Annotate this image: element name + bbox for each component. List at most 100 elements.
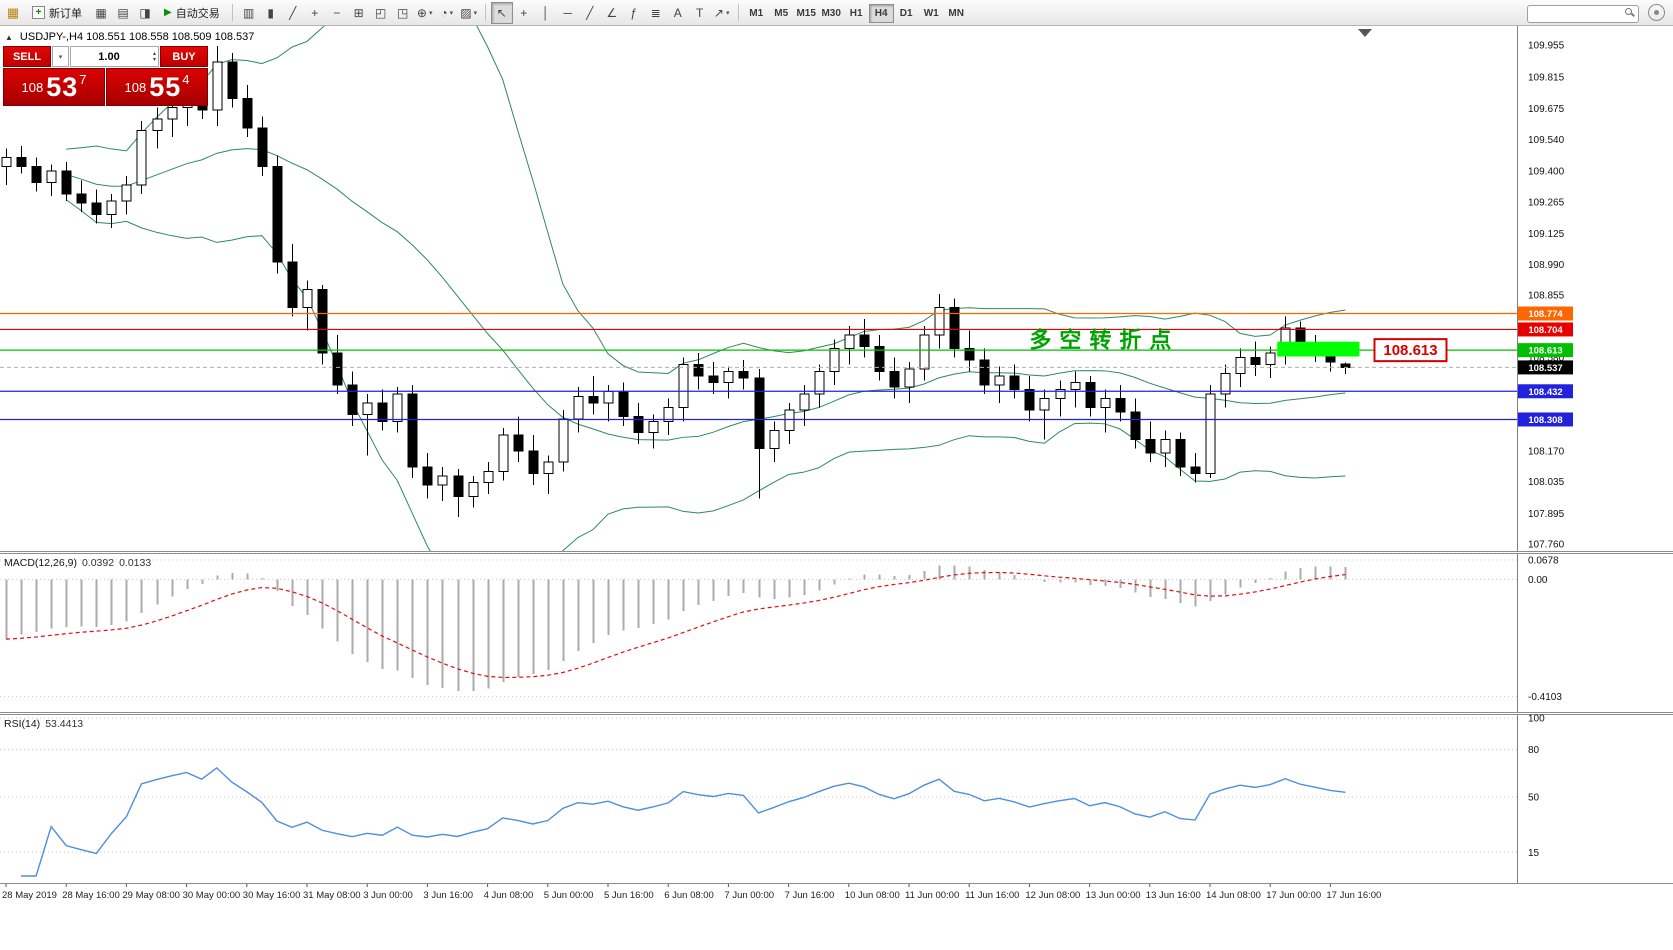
fibonacci-button[interactable]: ƒ [623, 2, 645, 24]
timeframe-d1-button[interactable]: D1 [899, 7, 913, 19]
sell-price-prefix: 108 [21, 79, 44, 95]
timeframe-w1-button[interactable]: W1 [923, 7, 939, 19]
candlesticks [1, 46, 1351, 517]
cycle-lines-button[interactable]: ≣ [645, 2, 667, 24]
price-tag-text: 108.432 [1528, 387, 1562, 398]
cascade-windows-icon: ◳ [397, 5, 409, 20]
toolbar-separator [231, 4, 233, 21]
buy-button[interactable]: BUY [160, 46, 208, 67]
candlesticks-button[interactable]: ▮ [260, 2, 282, 24]
price-callout-box[interactable] [1373, 338, 1448, 363]
time-axis-label: 13 Jun 00:00 [1086, 890, 1141, 901]
turning-point-annotation[interactable]: 多空转折点 [1029, 327, 1179, 352]
crosshair-button[interactable]: + [513, 2, 535, 24]
periods-dropdown-icon[interactable]: ▾ [449, 9, 454, 17]
timeframe-h4-button[interactable]: H4 [868, 3, 894, 23]
zoom-in-button[interactable]: + [304, 2, 326, 24]
volume-up-icon[interactable]: ▴ [152, 50, 156, 57]
symbol-header: ▲ USDJPY-,H4 108.551 108.558 108.509 108… [5, 31, 254, 43]
indicators-dropdown-icon[interactable]: ▾ [428, 9, 433, 17]
one-click-toggle-icon[interactable]: ▲ [5, 32, 13, 42]
time-axis-label: 7 Jun 00:00 [724, 890, 774, 901]
vertical-line-button[interactable]: │ [535, 2, 557, 24]
timeframe-m1-button[interactable]: M1 [749, 7, 764, 19]
timeframe-mn-button[interactable]: MN [948, 7, 964, 19]
arrange-windows-button[interactable]: ◰ [370, 2, 392, 24]
price-axis-label: 109.125 [1528, 229, 1565, 240]
periods-button[interactable]: ◔ ▾ [436, 2, 458, 24]
price-callout-text: 108.613 [1383, 342, 1437, 359]
time-axis-label: 28 May 16:00 [62, 890, 120, 901]
new-order-button[interactable]: + 新订单 [25, 2, 89, 24]
volume-down-icon[interactable]: ▾ [152, 56, 156, 63]
horizontal-line-button[interactable]: ─ [557, 2, 579, 24]
rsi-axis-label: 15 [1528, 848, 1540, 859]
timeframes-toolbar-group: M1 M5 M15 M30 H1 H4 D1 W1 MN [744, 3, 969, 23]
time-axis-label: 28 May 2019 [2, 890, 57, 901]
macd-name: MACD(12,26,9) [4, 557, 77, 569]
cursor-button[interactable]: ↖ [490, 1, 513, 24]
tile-windows-button[interactable]: ⊞ [348, 2, 370, 24]
market-watch-button[interactable]: ◨ [134, 2, 156, 24]
chart-shift-marker[interactable] [1358, 29, 1372, 37]
templates-dropdown-icon[interactable]: ▾ [473, 9, 478, 17]
order-type-dropdown[interactable]: ▾ [52, 46, 69, 67]
autotrading-icon: ▶ [164, 7, 172, 18]
time-axis-label: 11 Jun 16:00 [965, 890, 1019, 901]
new-chart-button[interactable]: ▦ [90, 2, 112, 24]
price-tag [1518, 322, 1573, 337]
community-icon[interactable] [1648, 4, 1665, 21]
zoom-out-button[interactable]: − [326, 2, 348, 24]
tile-windows-icon: ⊞ [353, 5, 364, 20]
buy-price-button[interactable]: 108 55 4 [106, 68, 208, 106]
timeframe-m15-button[interactable]: M15 [796, 7, 816, 19]
rsi-pane[interactable]: 100 80 50 15 [0, 714, 1673, 884]
app-icon: ▦ [6, 4, 20, 20]
line-chart-button[interactable]: ╱ [282, 2, 304, 24]
bollinger-middle-band [66, 148, 1346, 441]
highlight-zone[interactable] [1277, 341, 1360, 357]
equidistant-channel-button[interactable]: ∠ [601, 2, 623, 24]
macd-pane[interactable]: 0.0678 0.00 -0.4103 [0, 553, 1673, 713]
fibonacci-icon: ƒ [630, 5, 638, 20]
rsi-line [21, 766, 1346, 877]
buy-price-big: 55 [149, 71, 182, 102]
toolbar: ▦ + 新订单 ▦ ▤ ◨ ▶ 自动交易 ▥ ▮ ╱ + − ⊞ ◰ ◳ ⊕ ▾ ◔ ▾ ▨ ▾ ↖ + │ ─ ╱ ∠… [0, 0, 1673, 26]
time-axis-label: 4 Jun 08:00 [484, 890, 534, 901]
zoom-out-icon: − [333, 5, 341, 20]
indicators-button[interactable]: ⊕ ▾ [414, 2, 436, 24]
cascade-windows-button[interactable]: ◳ [392, 2, 414, 24]
text-label-button[interactable]: T [689, 2, 711, 24]
buy-price-sup: 4 [182, 71, 190, 87]
bar-chart-button[interactable]: ▥ [238, 2, 260, 24]
price-chart[interactable]: 多空转折点 108.613 109.955 109.815 109.675 109.540… [0, 26, 1673, 552]
crosshair-icon: + [520, 5, 528, 20]
price-tag-text: 108.774 [1528, 309, 1563, 320]
symbol-ohlc-label: USDJPY-,H4 108.551 108.558 108.509 108.5… [19, 31, 255, 43]
cursor-icon: ↖ [496, 5, 507, 20]
volume-input[interactable] [71, 47, 158, 66]
time-axis-label: 7 Jun 16:00 [785, 890, 835, 901]
macd-signal-value: 0.0133 [119, 557, 152, 569]
price-axis-label: 107.895 [1528, 509, 1565, 520]
profiles-button[interactable]: ▤ [112, 2, 134, 24]
price-axis-label: 109.265 [1528, 197, 1565, 208]
arrows-dropdown-icon[interactable]: ▾ [725, 9, 730, 17]
text-button[interactable]: A [667, 2, 689, 24]
autotrading-label: 自动交易 [175, 7, 220, 20]
time-axis-label: 30 May 00:00 [183, 890, 241, 901]
sell-price-button[interactable]: 108 53 7 [3, 68, 105, 106]
zoom-in-icon: + [311, 5, 319, 20]
search-input[interactable] [1527, 5, 1639, 23]
timeframe-m30-button[interactable]: M30 [821, 7, 841, 19]
timeframe-m5-button[interactable]: M5 [774, 7, 789, 19]
timeframe-h1-button[interactable]: H1 [849, 7, 863, 19]
arrows-button[interactable]: ↗ ▾ [711, 2, 733, 24]
sell-button[interactable]: SELL [3, 46, 51, 67]
price-axis-label: 108.990 [1528, 260, 1565, 271]
buy-price-prefix: 108 [124, 79, 147, 95]
templates-icon: ▨ [460, 5, 472, 20]
trendline-button[interactable]: ╱ [579, 2, 601, 24]
autotrading-button[interactable]: ▶ 自动交易 [157, 2, 227, 24]
templates-button[interactable]: ▨ ▾ [458, 2, 480, 24]
